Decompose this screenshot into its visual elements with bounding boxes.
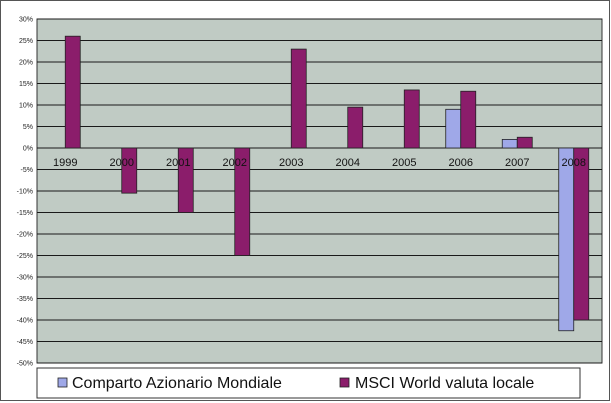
x-tick-label: 2005 (392, 157, 416, 169)
y-tick-label: 20% (19, 60, 33, 67)
bar (290, 48, 307, 149)
y-tick-label: -50% (17, 361, 33, 368)
bar (516, 136, 533, 149)
y-tick-label: -30% (17, 275, 33, 282)
x-tick-label: 2002 (223, 157, 247, 169)
y-tick-label: -45% (17, 339, 33, 346)
x-tick-label: 2006 (449, 157, 473, 169)
y-tick-label: -20% (17, 232, 33, 239)
bar (177, 147, 194, 213)
y-tick-label: -40% (17, 318, 33, 325)
x-tick-label: 2004 (336, 157, 360, 169)
legend-box (36, 367, 581, 399)
bar (445, 108, 462, 149)
x-tick-label: 2008 (562, 157, 586, 169)
legend-label: MSCI World valuta locale (355, 375, 534, 392)
bar (64, 35, 81, 149)
x-tick-label: 2003 (279, 157, 303, 169)
y-tick-label: -35% (17, 296, 33, 303)
y-tick-label: 5% (23, 124, 33, 131)
bar (573, 147, 590, 321)
bar (121, 147, 138, 194)
y-tick-label: -25% (17, 253, 33, 260)
bar (558, 147, 575, 332)
x-tick-label: 2007 (505, 157, 529, 169)
y-tick-label: 0% (23, 146, 33, 153)
y-tick-label: 10% (19, 103, 33, 110)
x-tick-label: 1999 (53, 157, 77, 169)
legend-swatch (57, 377, 68, 388)
legend-swatch (339, 377, 350, 388)
y-tick-label: -5% (21, 167, 33, 174)
y-tick-label: -15% (17, 210, 33, 217)
bar (501, 138, 518, 149)
y-tick-label: -10% (17, 189, 33, 196)
bar (403, 89, 420, 149)
y-tick-label: 15% (19, 81, 33, 88)
bar (234, 147, 251, 256)
y-tick-label: 25% (19, 38, 33, 45)
x-tick-label: 2001 (166, 157, 190, 169)
bar (347, 106, 364, 149)
legend-label: Comparto Azionario Mondiale (72, 375, 282, 392)
x-tick-label: 2000 (110, 157, 134, 169)
bar (460, 90, 477, 149)
y-tick-label: 30% (19, 17, 33, 24)
